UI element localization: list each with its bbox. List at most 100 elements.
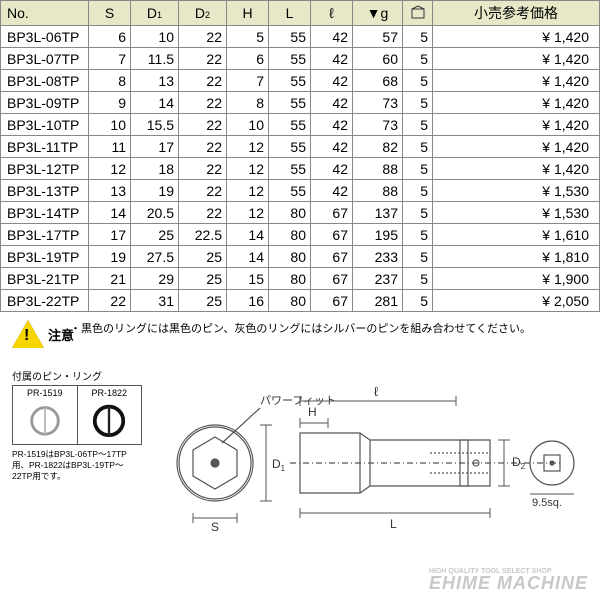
cell: 20.5 <box>131 202 179 224</box>
cell: 42 <box>311 48 353 70</box>
cell: 22 <box>179 202 227 224</box>
cell: 5 <box>403 246 433 268</box>
cell: 67 <box>311 246 353 268</box>
cell: ¥ 1,420 <box>433 70 600 92</box>
cell: 42 <box>311 26 353 48</box>
cell: 6 <box>227 48 269 70</box>
th-no: No. <box>1 1 89 26</box>
cell: 12 <box>89 158 131 180</box>
cell: 17 <box>131 136 179 158</box>
cell: 22 <box>179 92 227 114</box>
cell: 22 <box>179 26 227 48</box>
cell: 17 <box>89 224 131 246</box>
cell: ¥ 2,050 <box>433 290 600 312</box>
cell: ¥ 1,420 <box>433 114 600 136</box>
th-g: ▼g <box>353 1 403 26</box>
cell: 10 <box>89 114 131 136</box>
table-row: BP3L-17TP172522.51480671955¥ 1,610 <box>1 224 600 246</box>
cell: 5 <box>403 92 433 114</box>
cell: 55 <box>269 158 311 180</box>
table-row: BP3L-07TP711.52265542605¥ 1,420 <box>1 48 600 70</box>
th-d1: D1 <box>131 1 179 26</box>
cell: 12 <box>227 158 269 180</box>
cell: 19 <box>89 246 131 268</box>
cell: 80 <box>269 202 311 224</box>
cell: 5 <box>403 158 433 180</box>
pinring-note: PR-1519はBP3L-06TP～17TP用、PR-1822はBP3L-19T… <box>12 449 142 482</box>
cell: 42 <box>311 158 353 180</box>
cell: 5 <box>403 202 433 224</box>
cell: 25 <box>131 224 179 246</box>
cell: 137 <box>353 202 403 224</box>
cell: BP3L-10TP <box>1 114 89 136</box>
cell: 9 <box>89 92 131 114</box>
svg-text:S: S <box>211 520 219 534</box>
warning-label: ! 注意 <box>12 320 74 348</box>
table-row: BP3L-08TP8132275542685¥ 1,420 <box>1 70 600 92</box>
cell: 22.5 <box>179 224 227 246</box>
table-body: BP3L-06TP6102255542575¥ 1,420BP3L-07TP71… <box>1 26 600 312</box>
ring-icon <box>90 400 128 438</box>
cell: 18 <box>131 158 179 180</box>
cell: 60 <box>353 48 403 70</box>
cell: 14 <box>227 224 269 246</box>
cell: 5 <box>403 290 433 312</box>
cell: 281 <box>353 290 403 312</box>
cell: ¥ 1,530 <box>433 202 600 224</box>
cell: 233 <box>353 246 403 268</box>
cell: 12 <box>227 136 269 158</box>
cell: 14 <box>89 202 131 224</box>
cell: 15 <box>227 268 269 290</box>
ring-icon <box>26 400 64 438</box>
table-row: BP3L-11TP111722125542825¥ 1,420 <box>1 136 600 158</box>
cell: 14 <box>227 246 269 268</box>
cell: 55 <box>269 92 311 114</box>
pr1-label: PR-1519 <box>27 388 63 398</box>
cell: 55 <box>269 48 311 70</box>
cell: BP3L-13TP <box>1 180 89 202</box>
cell: 13 <box>131 70 179 92</box>
cell: 12 <box>227 202 269 224</box>
cell: 22 <box>89 290 131 312</box>
cell: 42 <box>311 114 353 136</box>
cell: BP3L-14TP <box>1 202 89 224</box>
cell: BP3L-12TP <box>1 158 89 180</box>
cell: 80 <box>269 246 311 268</box>
cell: 5 <box>403 70 433 92</box>
cell: 29 <box>131 268 179 290</box>
wm-large: EHIME MACHINE <box>429 573 588 593</box>
cell: 5 <box>403 114 433 136</box>
cell: 55 <box>269 114 311 136</box>
cell: BP3L-19TP <box>1 246 89 268</box>
cell: 31 <box>131 290 179 312</box>
table-row: BP3L-19TP1927.5251480672335¥ 1,810 <box>1 246 600 268</box>
cell: 11.5 <box>131 48 179 70</box>
cell: ¥ 1,610 <box>433 224 600 246</box>
cell: 5 <box>403 180 433 202</box>
th-s: S <box>89 1 131 26</box>
cell: 11 <box>89 136 131 158</box>
cell: 14 <box>131 92 179 114</box>
cell: 15.5 <box>131 114 179 136</box>
svg-text:9.5sq.: 9.5sq. <box>532 497 562 509</box>
cell: 80 <box>269 268 311 290</box>
cell: 57 <box>353 26 403 48</box>
table-row: BP3L-13TP131922125542885¥ 1,530 <box>1 180 600 202</box>
cell: 55 <box>269 180 311 202</box>
cell: ¥ 1,530 <box>433 180 600 202</box>
cell: 22 <box>179 70 227 92</box>
svg-text:ℓ: ℓ <box>374 384 379 399</box>
cell: 22 <box>179 114 227 136</box>
cell: 5 <box>403 224 433 246</box>
cell: ¥ 1,810 <box>433 246 600 268</box>
cell: ¥ 1,420 <box>433 26 600 48</box>
cell: 73 <box>353 114 403 136</box>
cell: 42 <box>311 180 353 202</box>
table-row: BP3L-22TP2231251680672815¥ 2,050 <box>1 290 600 312</box>
cell: 237 <box>353 268 403 290</box>
cell: 195 <box>353 224 403 246</box>
svg-text:L: L <box>390 517 397 531</box>
table-row: BP3L-14TP1420.5221280671375¥ 1,530 <box>1 202 600 224</box>
cell: 7 <box>89 48 131 70</box>
cell: 67 <box>311 268 353 290</box>
